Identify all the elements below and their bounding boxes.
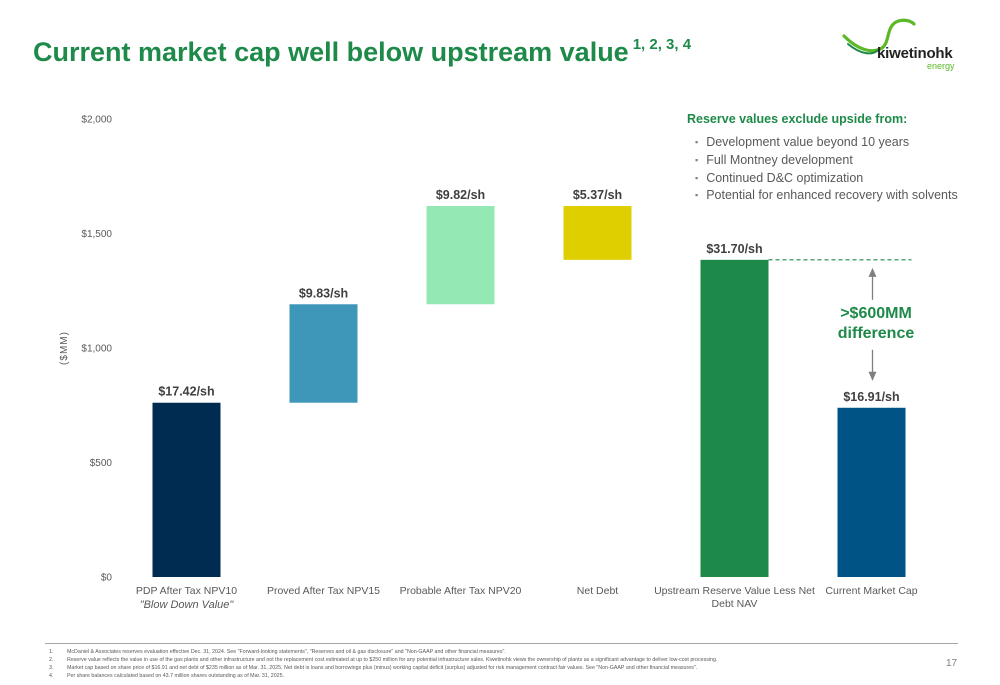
footnotes: 1. McDaniel & Associates reserves evaluat… — [49, 648, 717, 680]
bar-value-label: $17.42/sh — [158, 385, 214, 399]
difference-annotation: >$600MM difference — [826, 304, 926, 344]
sidebar-list: Development value beyond 10 years Full M… — [695, 134, 958, 205]
footnote-text: Market cap based on share price of $16.9… — [67, 665, 698, 672]
category-label: Upstream Reserve Value Less Net — [654, 585, 815, 597]
page-number: 17 — [946, 658, 958, 669]
bar-value-label: $31.70/sh — [706, 242, 762, 256]
bar — [837, 407, 906, 577]
footnote-text: McDaniel & Associates reserves evaluatio… — [67, 649, 506, 655]
bar-value-label: $16.91/sh — [843, 390, 899, 404]
footnote-number: 3. — [49, 665, 54, 672]
footnote-number: 2. — [49, 657, 54, 664]
difference-label: difference — [837, 325, 915, 342]
logo-subtitle: energy — [927, 61, 955, 71]
footnote: 4. Per share balances calculated based on… — [49, 672, 717, 680]
sidebar-item: Full Montney development — [695, 152, 958, 170]
category-label: Probable After Tax NPV20 — [400, 585, 522, 597]
footnote: 3. Market cap based on share price of $16… — [49, 664, 717, 672]
bar — [152, 402, 221, 577]
footnote-text: Reserve value reflects the value in use … — [67, 657, 718, 664]
bar — [563, 206, 632, 260]
y-tick-label: $1,000 — [81, 344, 112, 355]
bar — [426, 206, 495, 305]
sidebar-item: Development value beyond 10 years — [695, 134, 958, 152]
difference-amount: >$600MM — [840, 305, 912, 322]
waterfall-chart: $0 $500 $1,000 $1,500 $2,000 ($MM) $17.42/sh $… — [59, 115, 918, 612]
category-label: Current Market Cap — [825, 585, 917, 597]
category-label: Net Debt — [577, 585, 619, 597]
page-title: Current market cap well below upstream v… — [33, 36, 691, 68]
footnote-text: Per share balances calculated based on 4… — [67, 673, 285, 680]
footnote: 2. Reserve value reflects the value in us… — [49, 656, 717, 664]
bar — [700, 259, 769, 577]
y-axis-label: ($MM) — [59, 331, 70, 365]
logo-wordmark: kiwetinohk — [877, 45, 953, 62]
footnote: 1. McDaniel & Associates reserves evaluat… — [49, 648, 717, 656]
y-tick-label: $500 — [90, 458, 113, 469]
category-label: Proved After Tax NPV15 — [267, 585, 380, 597]
kiwetinohk-logo-icon — [842, 18, 916, 55]
title-text: Current market cap well below upstream v… — [33, 37, 629, 67]
footer-divider — [45, 643, 958, 644]
sidebar-item: Continued D&C optimization — [695, 170, 958, 188]
bar — [289, 304, 358, 403]
sidebar-item: Potential for enhanced recovery with sol… — [695, 187, 958, 205]
category-label: PDP After Tax NPV10 — [136, 585, 237, 597]
arrow-down-icon — [868, 371, 877, 381]
footnote-number: 4. — [49, 673, 54, 680]
bar-value-label: $9.82/sh — [436, 188, 485, 202]
y-tick-label: $2,000 — [81, 115, 112, 126]
category-label: Debt NAV — [712, 598, 758, 610]
bar-value-label: $9.83/sh — [299, 286, 348, 300]
category-sublabel: "Blow Down Value" — [140, 599, 235, 611]
footnote-number: 1. — [49, 649, 54, 655]
title-footnote-refs: 1, 2, 3, 4 — [632, 36, 692, 53]
bar-value-label: $5.37/sh — [573, 188, 622, 202]
y-tick-label: $0 — [101, 573, 113, 584]
y-tick-label: $1,500 — [81, 229, 112, 240]
arrow-up-icon — [868, 267, 877, 277]
sidebar-heading: Reserve values exclude upside from: — [687, 112, 908, 126]
